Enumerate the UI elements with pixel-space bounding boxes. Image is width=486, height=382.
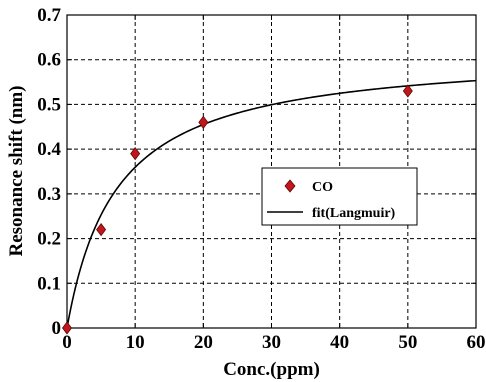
co-data-point bbox=[198, 115, 209, 129]
x-tick-label: 30 bbox=[262, 332, 281, 353]
y-tick-label: 0.6 bbox=[37, 50, 61, 71]
legend-box bbox=[261, 167, 418, 226]
legend-co-marker bbox=[284, 179, 296, 193]
data-markers bbox=[62, 84, 413, 335]
y-tick-label: 0.4 bbox=[37, 139, 61, 160]
x-tick-label: 40 bbox=[330, 332, 349, 353]
x-tick-label: 50 bbox=[398, 332, 417, 353]
x-axis-label: Conc.(ppm) bbox=[223, 359, 320, 380]
co-data-point bbox=[130, 146, 141, 161]
y-tick-label: 0.7 bbox=[37, 5, 61, 26]
x-tick-label: 10 bbox=[126, 332, 145, 353]
legend: CO fit(Langmuir) bbox=[261, 167, 418, 226]
y-axis-label: Resonance shift (nm) bbox=[6, 86, 27, 257]
y-tick-label: 0.2 bbox=[37, 229, 61, 250]
y-tick-label: 0 bbox=[52, 318, 62, 339]
co-data-point bbox=[402, 84, 413, 98]
co-data-point bbox=[96, 222, 107, 237]
x-tick-label: 0 bbox=[62, 332, 72, 353]
x-tick-label: 20 bbox=[194, 332, 213, 353]
x-tick-label: 60 bbox=[467, 332, 486, 353]
y-tick-label: 0.5 bbox=[37, 94, 61, 115]
legend-fit-label: fit(Langmuir) bbox=[312, 206, 396, 221]
co-data-point bbox=[62, 321, 72, 335]
legend-co-label: CO bbox=[312, 180, 333, 195]
y-tick-label: 0.3 bbox=[37, 184, 61, 205]
y-tick-label: 0.1 bbox=[37, 273, 61, 294]
